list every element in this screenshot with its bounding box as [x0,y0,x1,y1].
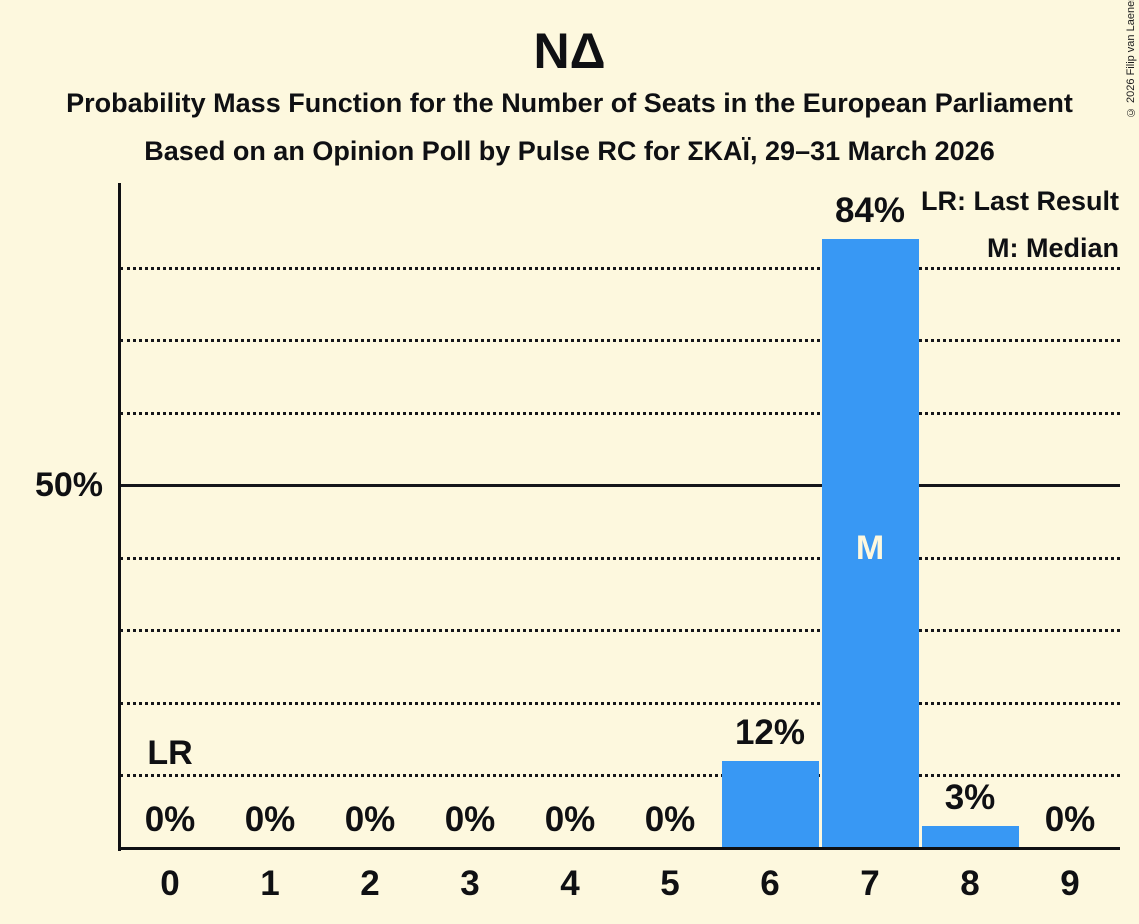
x-tick-9: 9 [1060,864,1080,903]
value-label-seat-9: 0% [1044,800,1096,839]
x-tick-4: 4 [560,864,580,903]
value-label-seat-7: 84% [834,191,906,230]
x-tick-6: 6 [760,864,780,903]
chart-subtitle-line2: Based on an Opinion Poll by Pulse RC for… [144,136,995,166]
x-tick-0: 0 [160,864,180,903]
chart-title: ΝΔ [533,23,606,79]
value-label-seat-6: 12% [734,713,806,752]
value-label-seat-5: 0% [644,800,696,839]
gridline-60pct-dotted [120,411,1120,415]
gridline-80pct-dotted [120,266,1120,270]
value-label-seat-0: 0% [144,800,196,839]
x-axis-line [118,847,1120,850]
value-label-seat-8: 3% [944,778,996,817]
last-result-marker-label: LR [147,734,193,772]
chart-subtitle-line1: Probability Mass Function for the Number… [66,88,1073,118]
bar-seat-7 [821,239,919,848]
x-tick-8: 8 [960,864,980,903]
plot-area: 0% 0% 0% 0% 0% 0% 12% 84% 3% 0% LR M [120,183,1120,848]
legend-median: M: Median [987,233,1119,263]
gridline-10pct-dotted [120,774,1120,777]
value-label-seat-1: 0% [244,800,296,839]
legend-last-result: LR: Last Result [920,186,1119,216]
median-marker-label: M [855,529,885,567]
x-tick-3: 3 [460,864,480,903]
value-label-seat-3: 0% [444,800,496,839]
gridline-70pct-dotted [120,339,1120,342]
gridline-30pct-dotted [120,629,1120,632]
bar-seat-6 [721,761,819,848]
y-axis-line [118,183,121,851]
gridline-20pct-dotted [120,701,1120,705]
y-axis-tick-50pct: 50% [34,466,103,504]
value-label-seat-2: 0% [344,800,396,839]
bar-seat-8 [921,826,1019,848]
gridline-50pct-solid [120,484,1120,487]
value-label-seat-4: 0% [544,800,596,839]
copyright-notice: © 2026 Filip van Laenen [1125,0,1137,118]
gridline-40pct-dotted [120,556,1120,560]
x-tick-1: 1 [260,864,280,903]
x-tick-5: 5 [660,864,680,903]
x-tick-7: 7 [860,864,880,903]
x-tick-2: 2 [360,864,380,903]
